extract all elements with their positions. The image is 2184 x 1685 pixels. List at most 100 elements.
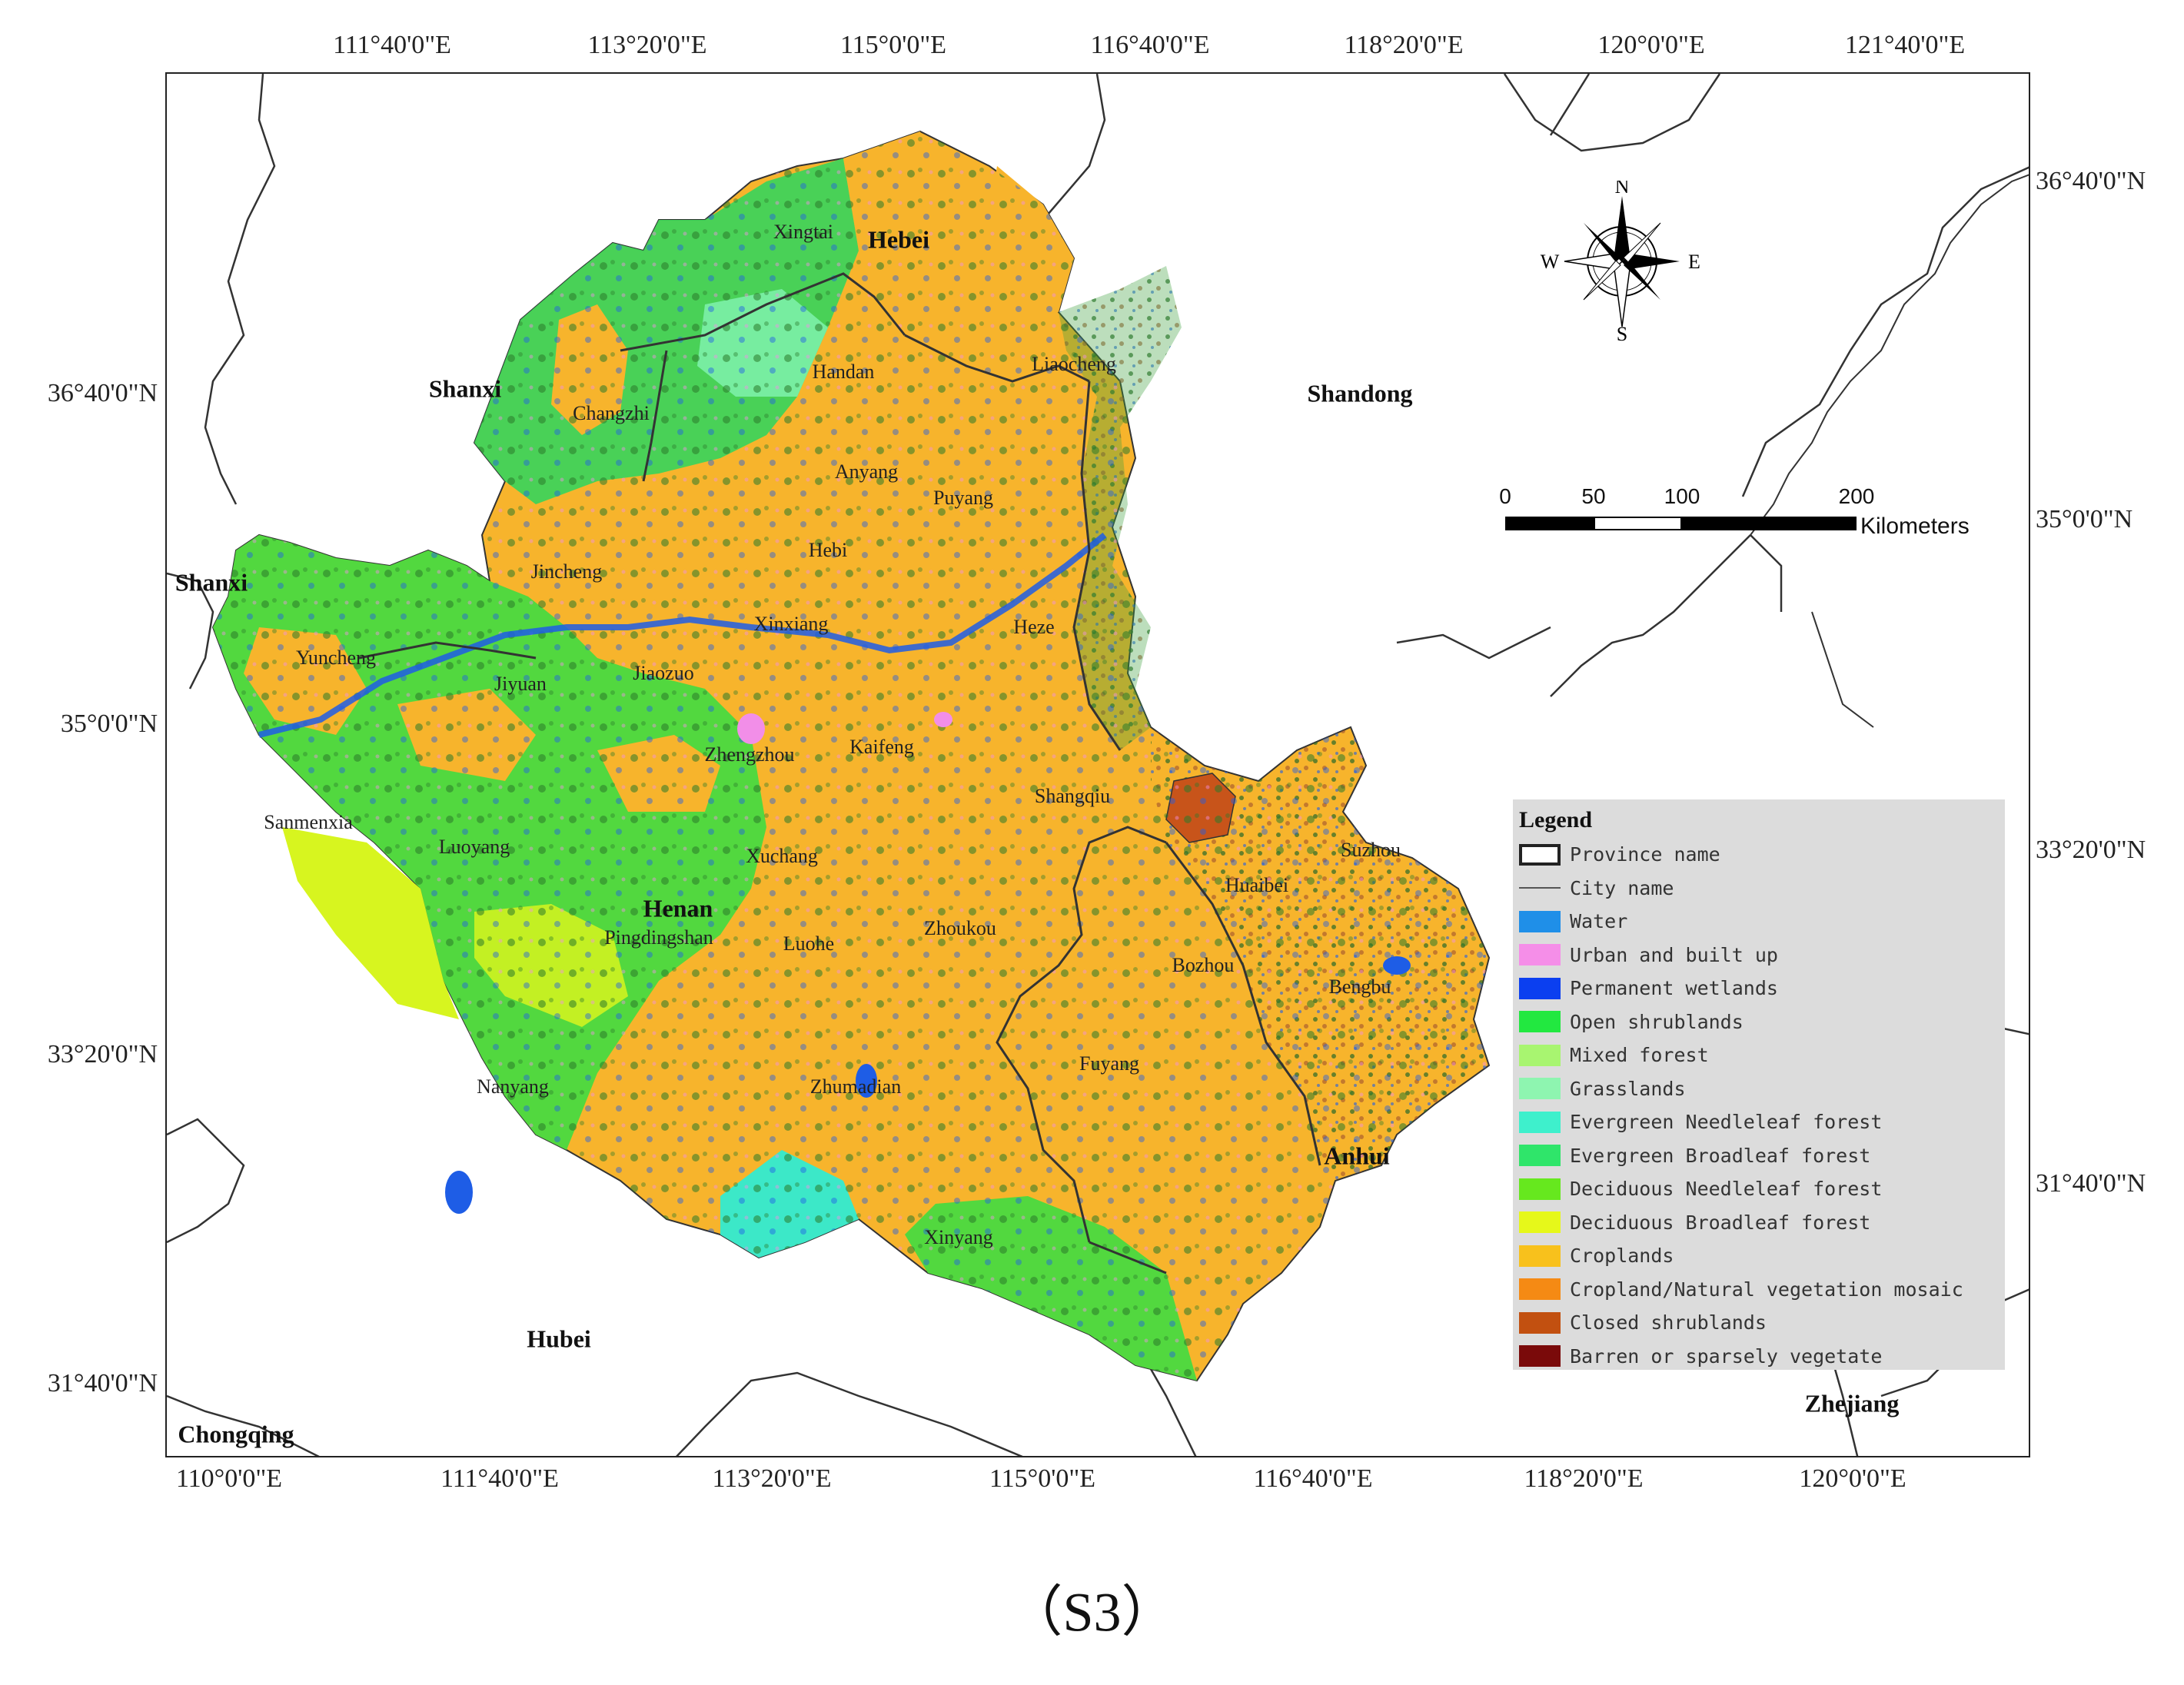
city-label: Xuchang (746, 845, 818, 867)
city-label: Bengbu (1328, 975, 1391, 998)
legend-item: Province name (1519, 838, 1999, 872)
coastline (1750, 174, 2029, 728)
top-tick-label: 111°40'0"E (333, 31, 451, 59)
compass-e-label: E (1688, 251, 1700, 273)
legend-label: City name (1570, 876, 1674, 899)
province-label: Anhui (1324, 1142, 1390, 1170)
left-tick-label: 35°0'0"N (60, 710, 158, 738)
city-label: Liaocheng (1032, 353, 1116, 375)
legend-swatch (1519, 1245, 1561, 1267)
legend-label: Open shrublands (1570, 1010, 1744, 1033)
scale-segment (1594, 517, 1682, 530)
city-label: Pingdingshan (604, 926, 713, 949)
legend-item: City name (1519, 872, 1999, 906)
city-label: Hebi (808, 539, 848, 561)
city-label: Xinxiang (753, 613, 829, 635)
legend-label: Evergreen Broadleaf forest (1570, 1144, 1871, 1167)
province-label: Henan (643, 894, 713, 922)
city-label: Suzhou (1341, 839, 1401, 861)
legend-item: Evergreen Needleleaf forest (1519, 1105, 1999, 1139)
scale-unit: Kilometers (1860, 513, 1970, 539)
city-label: Fuyang (1079, 1052, 1139, 1075)
legend-label: Water (1570, 910, 1628, 933)
legend-label: Deciduous Needleleaf forest (1570, 1178, 1883, 1201)
legend-swatch (1519, 977, 1561, 999)
legend-item: Urban and built up (1519, 939, 1999, 972)
legend-item: Evergreen Broadleaf forest (1519, 1139, 1999, 1173)
bottom-tick-label: 116°40'0"E (1253, 1464, 1373, 1493)
top-tick-label: 120°0'0"E (1597, 31, 1705, 59)
province-label: Hubei (527, 1324, 591, 1353)
scale-segment (1682, 517, 1857, 530)
legend-swatch (1519, 1011, 1561, 1033)
left-tick-label: 36°40'0"N (47, 379, 158, 407)
city-label: Yuncheng (296, 646, 376, 669)
city-label: Handan (812, 361, 875, 383)
legend-label: Permanent wetlands (1570, 977, 1778, 1000)
legend-swatch (1519, 1311, 1561, 1334)
legend-item: Open shrublands (1519, 1005, 1999, 1039)
legend-item: Permanent wetlands (1519, 972, 1999, 1005)
city-label: Anyang (834, 460, 899, 483)
city-label: Zhengzhou (704, 743, 795, 766)
province-label: Chongqing (178, 1420, 294, 1448)
city-label: Luohe (783, 932, 835, 955)
legend-item: Closed shrublands (1519, 1306, 1999, 1340)
legend-item: Croplands (1519, 1239, 1999, 1273)
province-label: Shandong (1307, 379, 1413, 407)
legend-label: Evergreen Needleleaf forest (1570, 1111, 1883, 1134)
province-label: Zhejiang (1804, 1389, 1900, 1417)
legend-item: Cropland/Natural vegetation mosaic (1519, 1273, 1999, 1307)
city-label: Jiyuan (494, 673, 547, 695)
city-label: Jincheng (530, 560, 603, 583)
scale-label: 100 (1664, 484, 1700, 508)
top-tick-label: 113°20'0"E (587, 31, 707, 59)
legend-swatch (1519, 1111, 1561, 1133)
top-tick-label: 118°20'0"E (1344, 31, 1464, 59)
top-tick-label: 115°0'0"E (839, 31, 947, 59)
province-label: Hebei (868, 225, 929, 254)
legend-swatch (1519, 1345, 1561, 1368)
city-label: Nanyang (477, 1075, 549, 1098)
legend-item: Mixed forest (1519, 1039, 1999, 1072)
map-frame: Hebei Shanxi Shandong Shanxi Henan Anhui… (165, 72, 2030, 1457)
city-label: Luoyang (438, 836, 510, 858)
province-label: Shanxi (428, 374, 502, 403)
left-tick-label: 33°20'0"N (47, 1040, 158, 1068)
city-label: Sanmenxia (264, 811, 353, 833)
top-tick-label: 116°40'0"E (1090, 31, 1210, 59)
bottom-tick-label: 118°20'0"E (1524, 1464, 1644, 1493)
legend-item: Grasslands (1519, 1072, 1999, 1106)
right-tick-label: 36°40'0"N (2036, 167, 2146, 195)
north-arrow-icon: N S W E (1541, 181, 1700, 342)
legend-swatch (1519, 1178, 1561, 1200)
legend-swatch (1519, 1145, 1561, 1167)
compass-w-label: W (1541, 251, 1560, 273)
bottom-tick-label: 110°0'0"E (175, 1464, 283, 1493)
legend-swatch (1519, 843, 1561, 866)
bottom-tick-label: 120°0'0"E (1799, 1464, 1906, 1493)
legend-swatch (1519, 1078, 1561, 1100)
city-label: Shangqiu (1034, 785, 1111, 807)
city-label: Huaibei (1225, 874, 1289, 896)
compass-n-label: N (1615, 181, 1630, 198)
scale-label: 200 (1838, 484, 1875, 508)
legend-swatch (1519, 887, 1561, 889)
legend-label: Cropland/Natural vegetation mosaic (1570, 1278, 1963, 1301)
legend-label: Province name (1570, 843, 1720, 866)
legend-item: Deciduous Broadleaf forest (1519, 1206, 1999, 1240)
legend-label: Grasslands (1570, 1077, 1686, 1100)
province-label: Shanxi (175, 568, 248, 597)
legend-swatch (1519, 1044, 1561, 1066)
legend-swatch (1519, 1278, 1561, 1301)
city-label: Changzhi (573, 402, 650, 424)
city-label: Zhumadian (809, 1075, 902, 1098)
bottom-tick-label: 111°40'0"E (440, 1464, 559, 1493)
legend-swatch (1519, 1211, 1561, 1234)
legend-swatch (1519, 910, 1561, 932)
city-label: Puyang (933, 487, 993, 509)
legend-title: Legend (1519, 807, 1593, 833)
legend-label: Barren or sparsely vegetate (1570, 1344, 1883, 1368)
city-label: Bozhou (1172, 954, 1235, 976)
province-boundaries (358, 272, 1321, 1275)
